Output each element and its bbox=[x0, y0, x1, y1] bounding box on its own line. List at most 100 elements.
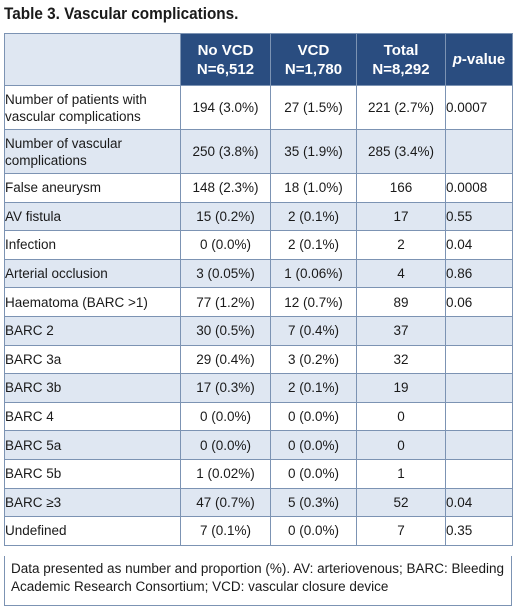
table-row: Undefined 7 (0.1%) 0 (0.0%) 7 0.35 bbox=[4, 516, 513, 546]
cell-total: 89 bbox=[356, 287, 446, 317]
cell-p-value: 0.55 bbox=[445, 201, 513, 232]
cell-vcd: 2 (0.1%) bbox=[270, 373, 357, 403]
cell-no-vcd: 0 (0.0%) bbox=[180, 230, 271, 260]
header-p-value: p-value bbox=[445, 33, 513, 86]
cell-vcd: 1 (0.06%) bbox=[270, 258, 357, 289]
header-vcd: VCD N=1,780 bbox=[270, 33, 357, 86]
cell-vcd: 0 (0.0%) bbox=[270, 430, 357, 460]
header-no-vcd: No VCD N=6,512 bbox=[180, 33, 271, 86]
cell-total: 285 (3.4%) bbox=[356, 129, 446, 174]
cell-p-value: 0.06 bbox=[445, 287, 513, 317]
cell-total: 37 bbox=[356, 315, 446, 346]
cell-vcd: 2 (0.1%) bbox=[270, 201, 357, 232]
table-row: BARC ≥3 47 (0.7%) 5 (0.3%) 52 0.04 bbox=[4, 487, 513, 518]
table-row: Number of vascular complications 250 (3.8… bbox=[4, 129, 513, 174]
cell-total: 0 bbox=[356, 401, 446, 432]
table-row: Infection 0 (0.0%) 2 (0.1%) 2 0.04 bbox=[4, 230, 513, 260]
row-label: BARC ≥3 bbox=[4, 487, 181, 518]
cell-no-vcd: 0 (0.0%) bbox=[180, 430, 271, 460]
cell-p-value bbox=[445, 344, 513, 375]
row-label: AV fistula bbox=[4, 201, 181, 232]
cell-vcd: 18 (1.0%) bbox=[270, 173, 357, 203]
table-row: Number of patients with vascular complic… bbox=[4, 85, 513, 130]
cell-p-value bbox=[445, 430, 513, 460]
table-row: BARC 3b 17 (0.3%) 2 (0.1%) 19 bbox=[4, 373, 513, 403]
cell-vcd: 2 (0.1%) bbox=[270, 230, 357, 260]
row-label: BARC 2 bbox=[4, 315, 181, 346]
row-label: Infection bbox=[4, 230, 181, 260]
cell-no-vcd: 148 (2.3%) bbox=[180, 173, 271, 203]
cell-no-vcd: 194 (3.0%) bbox=[180, 85, 271, 130]
table-row: BARC 5a 0 (0.0%) 0 (0.0%) 0 bbox=[4, 430, 513, 460]
row-label: Arterial occlusion bbox=[4, 258, 181, 289]
row-label: Number of patients with vascular complic… bbox=[4, 85, 181, 130]
header-total: Total N=8,292 bbox=[356, 33, 446, 86]
cell-vcd: 12 (0.7%) bbox=[270, 287, 357, 317]
cell-total: 0 bbox=[356, 430, 446, 460]
table-row: BARC 2 30 (0.5%) 7 (0.4%) 37 bbox=[4, 315, 513, 346]
cell-p-value: 0.35 bbox=[445, 516, 513, 546]
table-footnote: Data presented as number and proportion … bbox=[4, 556, 512, 606]
row-label: Haematoma (BARC >1) bbox=[4, 287, 181, 317]
cell-total: 17 bbox=[356, 201, 446, 232]
cell-total: 221 (2.7%) bbox=[356, 85, 446, 130]
cell-no-vcd: 3 (0.05%) bbox=[180, 258, 271, 289]
row-label: Undefined bbox=[4, 516, 181, 546]
cell-vcd: 7 (0.4%) bbox=[270, 315, 357, 346]
cell-total: 166 bbox=[356, 173, 446, 203]
row-label: BARC 4 bbox=[4, 401, 181, 432]
cell-vcd: 5 (0.3%) bbox=[270, 487, 357, 518]
cell-total: 19 bbox=[356, 373, 446, 403]
cell-total: 2 bbox=[356, 230, 446, 260]
cell-no-vcd: 77 (1.2%) bbox=[180, 287, 271, 317]
cell-p-value: 0.04 bbox=[445, 230, 513, 260]
cell-no-vcd: 30 (0.5%) bbox=[180, 315, 271, 346]
row-label: BARC 3b bbox=[4, 373, 181, 403]
table-row: BARC 3a 29 (0.4%) 3 (0.2%) 32 bbox=[4, 344, 513, 375]
cell-total: 4 bbox=[356, 258, 446, 289]
cell-no-vcd: 47 (0.7%) bbox=[180, 487, 271, 518]
table-row: BARC 5b 1 (0.02%) 0 (0.0%) 1 bbox=[4, 458, 513, 489]
row-label: BARC 3a bbox=[4, 344, 181, 375]
table-row: False aneurysm 148 (2.3%) 18 (1.0%) 166 0.00… bbox=[4, 173, 513, 203]
cell-vcd: 35 (1.9%) bbox=[270, 129, 357, 174]
cell-p-value: 0.0007 bbox=[445, 85, 513, 130]
cell-p-value: 0.86 bbox=[445, 258, 513, 289]
cell-p-value bbox=[445, 315, 513, 346]
cell-total: 52 bbox=[356, 487, 446, 518]
cell-vcd: 3 (0.2%) bbox=[270, 344, 357, 375]
cell-no-vcd: 0 (0.0%) bbox=[180, 401, 271, 432]
complications-table: No VCD N=6,512 VCD N=1,780 Total N=8,292… bbox=[4, 33, 513, 546]
header-corner-cell bbox=[4, 33, 181, 86]
row-label: False aneurysm bbox=[4, 173, 181, 203]
cell-p-value bbox=[445, 373, 513, 403]
table-row: Haematoma (BARC >1) 77 (1.2%) 12 (0.7%) 89 0… bbox=[4, 287, 513, 317]
row-label: BARC 5b bbox=[4, 458, 181, 489]
table-header-row: No VCD N=6,512 VCD N=1,780 Total N=8,292… bbox=[4, 33, 513, 86]
cell-no-vcd: 250 (3.8%) bbox=[180, 129, 271, 174]
cell-vcd: 0 (0.0%) bbox=[270, 516, 357, 546]
cell-no-vcd: 29 (0.4%) bbox=[180, 344, 271, 375]
cell-p-value bbox=[445, 129, 513, 174]
cell-vcd: 0 (0.0%) bbox=[270, 401, 357, 432]
cell-vcd: 27 (1.5%) bbox=[270, 85, 357, 130]
cell-p-value: 0.04 bbox=[445, 487, 513, 518]
row-label: BARC 5a bbox=[4, 430, 181, 460]
cell-p-value bbox=[445, 401, 513, 432]
cell-total: 1 bbox=[356, 458, 446, 489]
cell-p-value bbox=[445, 458, 513, 489]
row-label: Number of vascular complications bbox=[4, 129, 181, 174]
cell-no-vcd: 17 (0.3%) bbox=[180, 373, 271, 403]
cell-total: 7 bbox=[356, 516, 446, 546]
cell-total: 32 bbox=[356, 344, 446, 375]
table-row: Arterial occlusion 3 (0.05%) 1 (0.06%) 4 0.8… bbox=[4, 258, 513, 289]
cell-no-vcd: 15 (0.2%) bbox=[180, 201, 271, 232]
cell-p-value: 0.0008 bbox=[445, 173, 513, 203]
cell-vcd: 0 (0.0%) bbox=[270, 458, 357, 489]
cell-no-vcd: 1 (0.02%) bbox=[180, 458, 271, 489]
table-title: Table 3. Vascular complications. bbox=[4, 4, 239, 23]
cell-no-vcd: 7 (0.1%) bbox=[180, 516, 271, 546]
table-row: AV fistula 15 (0.2%) 2 (0.1%) 17 0.55 bbox=[4, 201, 513, 232]
